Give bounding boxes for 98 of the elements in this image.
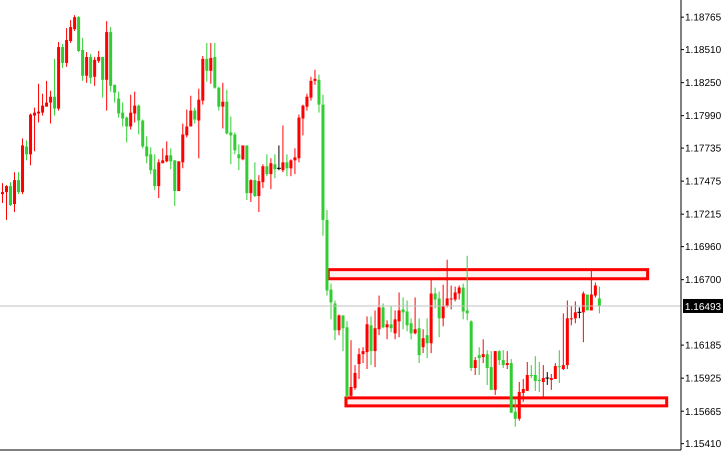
- candlestick: [33, 107, 36, 152]
- y-tick-label: 1.17735: [685, 144, 722, 155]
- candlestick: [237, 144, 240, 171]
- candlestick: [217, 86, 220, 112]
- candlestick: [450, 285, 453, 310]
- candlestick: [265, 154, 268, 177]
- candlestick: [590, 270, 593, 311]
- candlestick: [289, 158, 292, 177]
- candlestick: [1, 182, 4, 204]
- candlestick: [281, 124, 284, 173]
- candlestick: [498, 350, 501, 366]
- candlestick: [466, 255, 469, 321]
- y-tick-label: 1.15410: [685, 439, 722, 450]
- candlestick: [89, 53, 92, 84]
- candlestick: [121, 102, 124, 127]
- candlestick: [209, 42, 212, 84]
- candlestick: [574, 300, 577, 324]
- candlestick: [53, 58, 56, 116]
- y-tick-label: 1.18250: [685, 78, 722, 90]
- candlestick: [117, 91, 120, 118]
- ref-line-label: 1.16493: [684, 302, 722, 313]
- candlestick: [157, 158, 160, 199]
- candlestick: [386, 320, 389, 340]
- y-tick-label: 1.17990: [685, 111, 722, 122]
- y-tick-label: 1.18510: [685, 45, 722, 56]
- candlestick: [125, 116, 128, 143]
- candlestick: [101, 56, 104, 98]
- candlestick: [205, 42, 208, 82]
- candlestick: [534, 356, 537, 392]
- candlestick: [337, 314, 340, 336]
- candlestick: [61, 43, 64, 68]
- candlestick: [313, 69, 316, 86]
- y-tick-label: 1.17475: [685, 176, 722, 188]
- candlestick: [350, 340, 353, 398]
- candlestick: [442, 284, 445, 327]
- candlestick: [414, 296, 417, 335]
- candlestick: [502, 350, 505, 369]
- candlestick: [241, 144, 244, 161]
- candlestick: [41, 93, 44, 116]
- candlestick: [253, 162, 256, 198]
- y-tick-label: 1.17215: [685, 210, 722, 221]
- candlestick: [193, 107, 196, 124]
- candlestick: [221, 82, 224, 130]
- y-tick-label: 1.15665: [685, 406, 722, 418]
- candlestick: [394, 310, 397, 340]
- candlestick: [598, 286, 601, 314]
- candlestick: [137, 104, 140, 135]
- candlestick: [402, 296, 405, 330]
- candlestick: [13, 172, 16, 213]
- candlestick: [558, 350, 561, 384]
- candlestick: [374, 310, 377, 368]
- candlestick: [25, 140, 28, 161]
- y-tick-label: 1.16700: [685, 275, 722, 286]
- candlestick: [462, 283, 465, 320]
- candlestick: [582, 290, 585, 343]
- candlestick: [554, 362, 557, 380]
- candlestick: [273, 154, 276, 179]
- candlestick: [165, 140, 168, 163]
- candlestick: [426, 318, 429, 359]
- candlestick: [538, 362, 541, 392]
- candlestick: [398, 292, 401, 338]
- candlestick: [233, 132, 236, 155]
- candlestick: [189, 95, 192, 127]
- candlestick: [474, 356, 477, 376]
- candlestick: [482, 338, 485, 364]
- candlestick: [85, 51, 88, 84]
- candlestick: [542, 364, 545, 398]
- candlestick: [506, 350, 509, 370]
- candlestick: [526, 362, 529, 392]
- candlestick: [438, 290, 441, 338]
- candlestick: [37, 83, 40, 124]
- candlestick: [269, 158, 272, 190]
- candlestick: [530, 364, 533, 379]
- candlestick: [406, 300, 409, 332]
- candlestick: [285, 154, 288, 177]
- candlestick: [5, 184, 8, 220]
- candlestick: [382, 302, 385, 329]
- candlestick: [454, 286, 457, 302]
- candlestick: [249, 178, 252, 202]
- candlestick: [49, 90, 52, 124]
- y-tick-label: 1.15925: [685, 374, 722, 385]
- candlestick: [478, 346, 481, 376]
- candlestick: [9, 182, 12, 207]
- candlestick: [490, 350, 493, 390]
- candlestick: [17, 172, 20, 195]
- candlestick: [358, 348, 361, 380]
- candlestick: [93, 56, 96, 86]
- candlestick: [133, 91, 136, 124]
- candlestick: [129, 94, 132, 130]
- candlestick: [153, 154, 156, 191]
- candlestick: [586, 294, 589, 311]
- y-tick-label: 1.18765: [685, 12, 722, 24]
- candlestick: [422, 328, 425, 354]
- candlestick: [65, 28, 68, 68]
- candlestick: [458, 285, 461, 300]
- y-tick-label: 1.16185: [685, 340, 722, 352]
- y-tick-label: 1.16960: [685, 242, 722, 254]
- candlestick: [562, 312, 565, 371]
